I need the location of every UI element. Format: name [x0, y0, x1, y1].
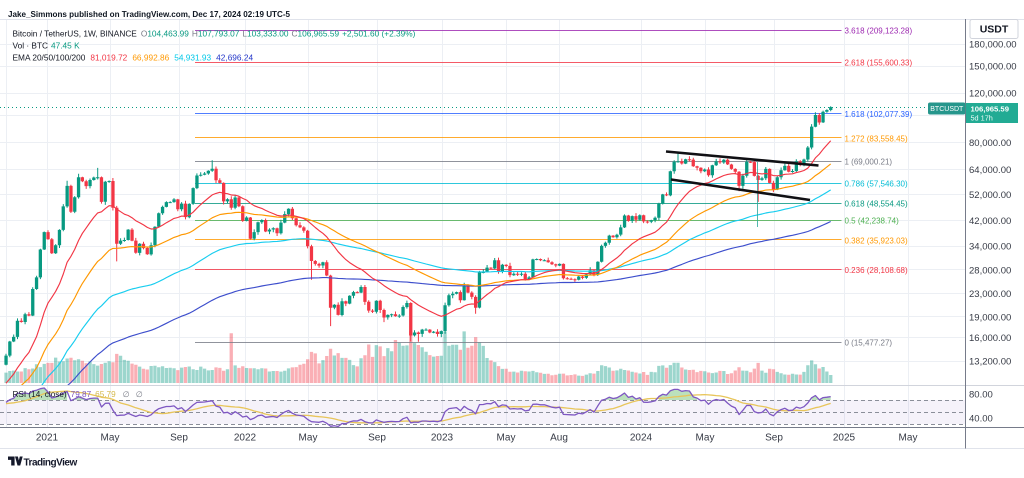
svg-text:2.618 (155,600.33): 2.618 (155,600.33)	[845, 59, 913, 68]
svg-text:2024: 2024	[630, 433, 653, 444]
svg-text:0.786 (57,546.30): 0.786 (57,546.30)	[845, 180, 908, 189]
svg-text:USDT: USDT	[980, 24, 1009, 36]
svg-text:0 (15,477.27): 0 (15,477.27)	[845, 339, 893, 348]
svg-text:2023: 2023	[431, 433, 454, 444]
svg-text:16,000.00: 16,000.00	[969, 333, 1011, 344]
svg-text:1.272 (83,558.45): 1.272 (83,558.45)	[845, 134, 908, 143]
svg-text:TradingView: TradingView	[24, 458, 78, 469]
svg-text:52,000.00: 52,000.00	[969, 190, 1011, 201]
svg-text:40.00: 40.00	[969, 414, 993, 425]
svg-text:0.618 (48,554.45): 0.618 (48,554.45)	[845, 200, 908, 209]
svg-text:34,000.00: 34,000.00	[969, 242, 1011, 253]
svg-text:23,000.00: 23,000.00	[969, 289, 1011, 300]
svg-text:BTCUSDT: BTCUSDT	[930, 106, 964, 113]
svg-text:42,000.00: 42,000.00	[969, 216, 1011, 227]
svg-text:May: May	[101, 433, 120, 444]
svg-text:150,000.00: 150,000.00	[969, 62, 1017, 73]
svg-text:19,000.00: 19,000.00	[969, 312, 1011, 323]
svg-text:80,000.00: 80,000.00	[969, 138, 1011, 149]
svg-text:28,000.00: 28,000.00	[969, 265, 1011, 276]
svg-text:2021: 2021	[36, 433, 59, 444]
svg-text:0.382 (35,923.03): 0.382 (35,923.03)	[845, 236, 908, 245]
svg-text:80.00: 80.00	[969, 390, 993, 401]
svg-text:Jake_Simmons published on Trad: Jake_Simmons published on TradingView.co…	[8, 10, 291, 19]
svg-text:Bitcoin / TetherUS, 1W, BINANC: Bitcoin / TetherUS, 1W, BINANCE O104,463.…	[13, 29, 416, 39]
svg-text:Sep: Sep	[368, 433, 386, 444]
svg-text:0.5 (42,238.74): 0.5 (42,238.74)	[845, 217, 900, 226]
svg-text:Sep: Sep	[170, 433, 188, 444]
svg-text:May: May	[497, 433, 516, 444]
svg-text:1 (69,000.21): 1 (69,000.21)	[845, 158, 893, 167]
svg-text:2025: 2025	[833, 433, 856, 444]
svg-text:1.618 (102,077.39): 1.618 (102,077.39)	[845, 110, 913, 119]
svg-text:Sep: Sep	[765, 433, 783, 444]
svg-text:13,200.00: 13,200.00	[969, 357, 1011, 368]
svg-text:106,965.59: 106,965.59	[971, 105, 1009, 114]
svg-text:May: May	[696, 433, 715, 444]
svg-text:180,000.00: 180,000.00	[969, 40, 1017, 51]
svg-text:64,000.00: 64,000.00	[969, 165, 1011, 176]
svg-text:May: May	[299, 433, 318, 444]
svg-text:0.236 (28,108.68): 0.236 (28,108.68)	[845, 266, 908, 275]
svg-text:2022: 2022	[234, 433, 257, 444]
svg-text:May: May	[899, 433, 918, 444]
svg-text:120,000.00: 120,000.00	[969, 89, 1017, 100]
svg-text:5d 17h: 5d 17h	[971, 114, 993, 123]
svg-text:3.618 (209,123.28): 3.618 (209,123.28)	[845, 27, 913, 36]
svg-text:Aug: Aug	[550, 433, 568, 444]
